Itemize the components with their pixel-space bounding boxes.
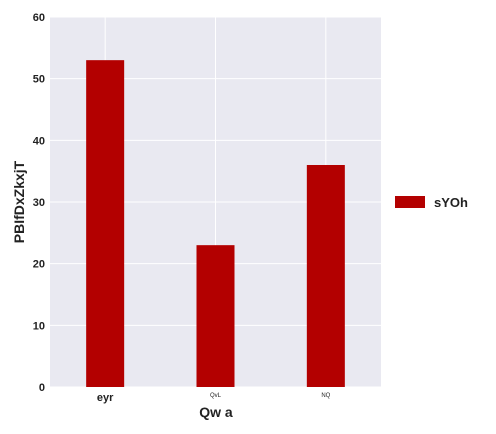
bar-qvl <box>196 245 235 387</box>
x-axis-label: Qw a <box>199 404 233 420</box>
y-tick-labels: 0 10 20 30 40 50 60 <box>33 12 45 394</box>
y-tick-label: 50 <box>33 74 45 86</box>
y-tick-label: 20 <box>33 259 45 271</box>
legend-label-syoh: sYOh <box>434 195 468 210</box>
bar-eyr <box>86 60 125 388</box>
bar-nq <box>306 165 345 387</box>
y-tick-label: 10 <box>33 320 45 332</box>
legend: sYOh <box>395 195 468 210</box>
y-axis-label: PBIfDxZkxjT <box>11 160 27 243</box>
y-tick-label: 0 <box>39 382 45 394</box>
x-tick-label: eyr <box>97 392 114 404</box>
y-tick-label: 60 <box>33 12 45 24</box>
x-tick-label: QvL <box>210 393 222 399</box>
x-tick-labels: eyr QvL NQ <box>97 392 331 404</box>
y-tick-label: 40 <box>33 135 45 147</box>
legend-swatch-syoh <box>395 196 425 208</box>
x-tick-label: NQ <box>321 393 330 399</box>
bars-group <box>86 60 345 388</box>
y-tick-label: 30 <box>33 197 45 209</box>
